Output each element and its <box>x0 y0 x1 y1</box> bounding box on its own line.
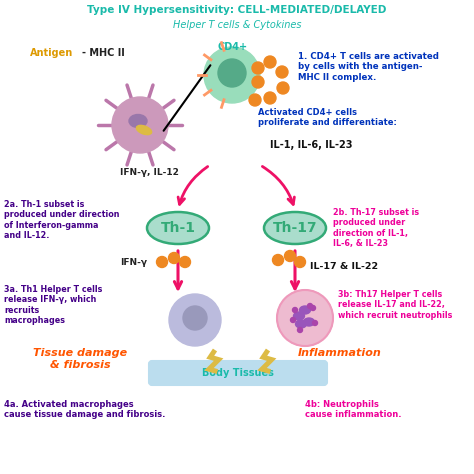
Circle shape <box>252 76 264 88</box>
Circle shape <box>291 318 295 322</box>
Circle shape <box>183 306 207 330</box>
Ellipse shape <box>303 318 315 326</box>
Circle shape <box>112 97 168 153</box>
Circle shape <box>218 59 246 87</box>
Text: IFN-γ, IL-12: IFN-γ, IL-12 <box>120 168 179 177</box>
Text: Antigen: Antigen <box>30 48 73 58</box>
Text: 2a. Th-1 subset is
produced under direction
of Interferon-gamma
and IL-12.: 2a. Th-1 subset is produced under direct… <box>4 200 119 240</box>
Circle shape <box>292 308 298 312</box>
Circle shape <box>249 94 261 106</box>
Circle shape <box>264 92 276 104</box>
Circle shape <box>169 294 221 346</box>
Circle shape <box>273 255 283 265</box>
Text: Helper T cells & Cytokines: Helper T cells & Cytokines <box>173 20 301 30</box>
Circle shape <box>277 290 333 346</box>
Text: Tissue damage
& fibrosis: Tissue damage & fibrosis <box>33 348 127 370</box>
Ellipse shape <box>293 312 304 320</box>
Circle shape <box>180 256 191 267</box>
Ellipse shape <box>295 320 307 328</box>
Circle shape <box>277 82 289 94</box>
Circle shape <box>310 306 316 310</box>
Circle shape <box>252 62 264 74</box>
Text: 3b: Th17 Helper T cells
release IL-17 and IL-22,
which recruit neutrophils: 3b: Th17 Helper T cells release IL-17 an… <box>338 290 452 320</box>
Circle shape <box>204 47 260 103</box>
Text: IL-1, IL-6, IL-23: IL-1, IL-6, IL-23 <box>270 140 353 150</box>
Ellipse shape <box>175 322 195 338</box>
Text: Type IV Hypersensitivity: CELL-MEDIATED/DELAYED: Type IV Hypersensitivity: CELL-MEDIATED/… <box>87 5 387 15</box>
Text: - MHC II: - MHC II <box>82 48 125 58</box>
Circle shape <box>156 256 167 267</box>
Circle shape <box>276 66 288 78</box>
FancyBboxPatch shape <box>149 361 327 385</box>
Text: 1. CD4+ T cells are activated
by cells with the antigen-
MHC II complex.: 1. CD4+ T cells are activated by cells w… <box>298 52 439 82</box>
Ellipse shape <box>137 125 152 135</box>
Text: 4a. Activated macrophages
cause tissue damage and fibrosis.: 4a. Activated macrophages cause tissue d… <box>4 400 165 419</box>
Text: 4b: Neutrophils
cause inflammation.: 4b: Neutrophils cause inflammation. <box>305 400 401 419</box>
Text: Th-1: Th-1 <box>161 221 195 235</box>
Circle shape <box>264 56 276 68</box>
Ellipse shape <box>147 212 209 244</box>
Circle shape <box>298 328 302 332</box>
Ellipse shape <box>300 306 310 314</box>
Text: IL-17 & IL-22: IL-17 & IL-22 <box>310 262 378 271</box>
Circle shape <box>312 320 318 326</box>
Ellipse shape <box>129 115 147 128</box>
Text: Inflammation: Inflammation <box>298 348 382 358</box>
Circle shape <box>294 256 306 267</box>
Text: 3a. Th1 Helper T cells
release IFN-γ, which
recruits
macrophages: 3a. Th1 Helper T cells release IFN-γ, wh… <box>4 285 102 325</box>
Text: Th-17: Th-17 <box>273 221 317 235</box>
Circle shape <box>284 250 295 262</box>
Text: 2b. Th-17 subset is
produced under
direction of IL-1,
IL-6, & IL-23: 2b. Th-17 subset is produced under direc… <box>333 208 419 248</box>
Text: Body Tissues: Body Tissues <box>202 368 274 378</box>
Circle shape <box>308 303 312 309</box>
Circle shape <box>168 253 180 264</box>
Text: CD4+: CD4+ <box>218 42 248 52</box>
Text: Activated CD4+ cells
proliferate and differentiate:: Activated CD4+ cells proliferate and dif… <box>258 108 397 128</box>
Ellipse shape <box>264 212 326 244</box>
Ellipse shape <box>196 321 214 335</box>
Text: IFN-γ: IFN-γ <box>120 258 147 267</box>
